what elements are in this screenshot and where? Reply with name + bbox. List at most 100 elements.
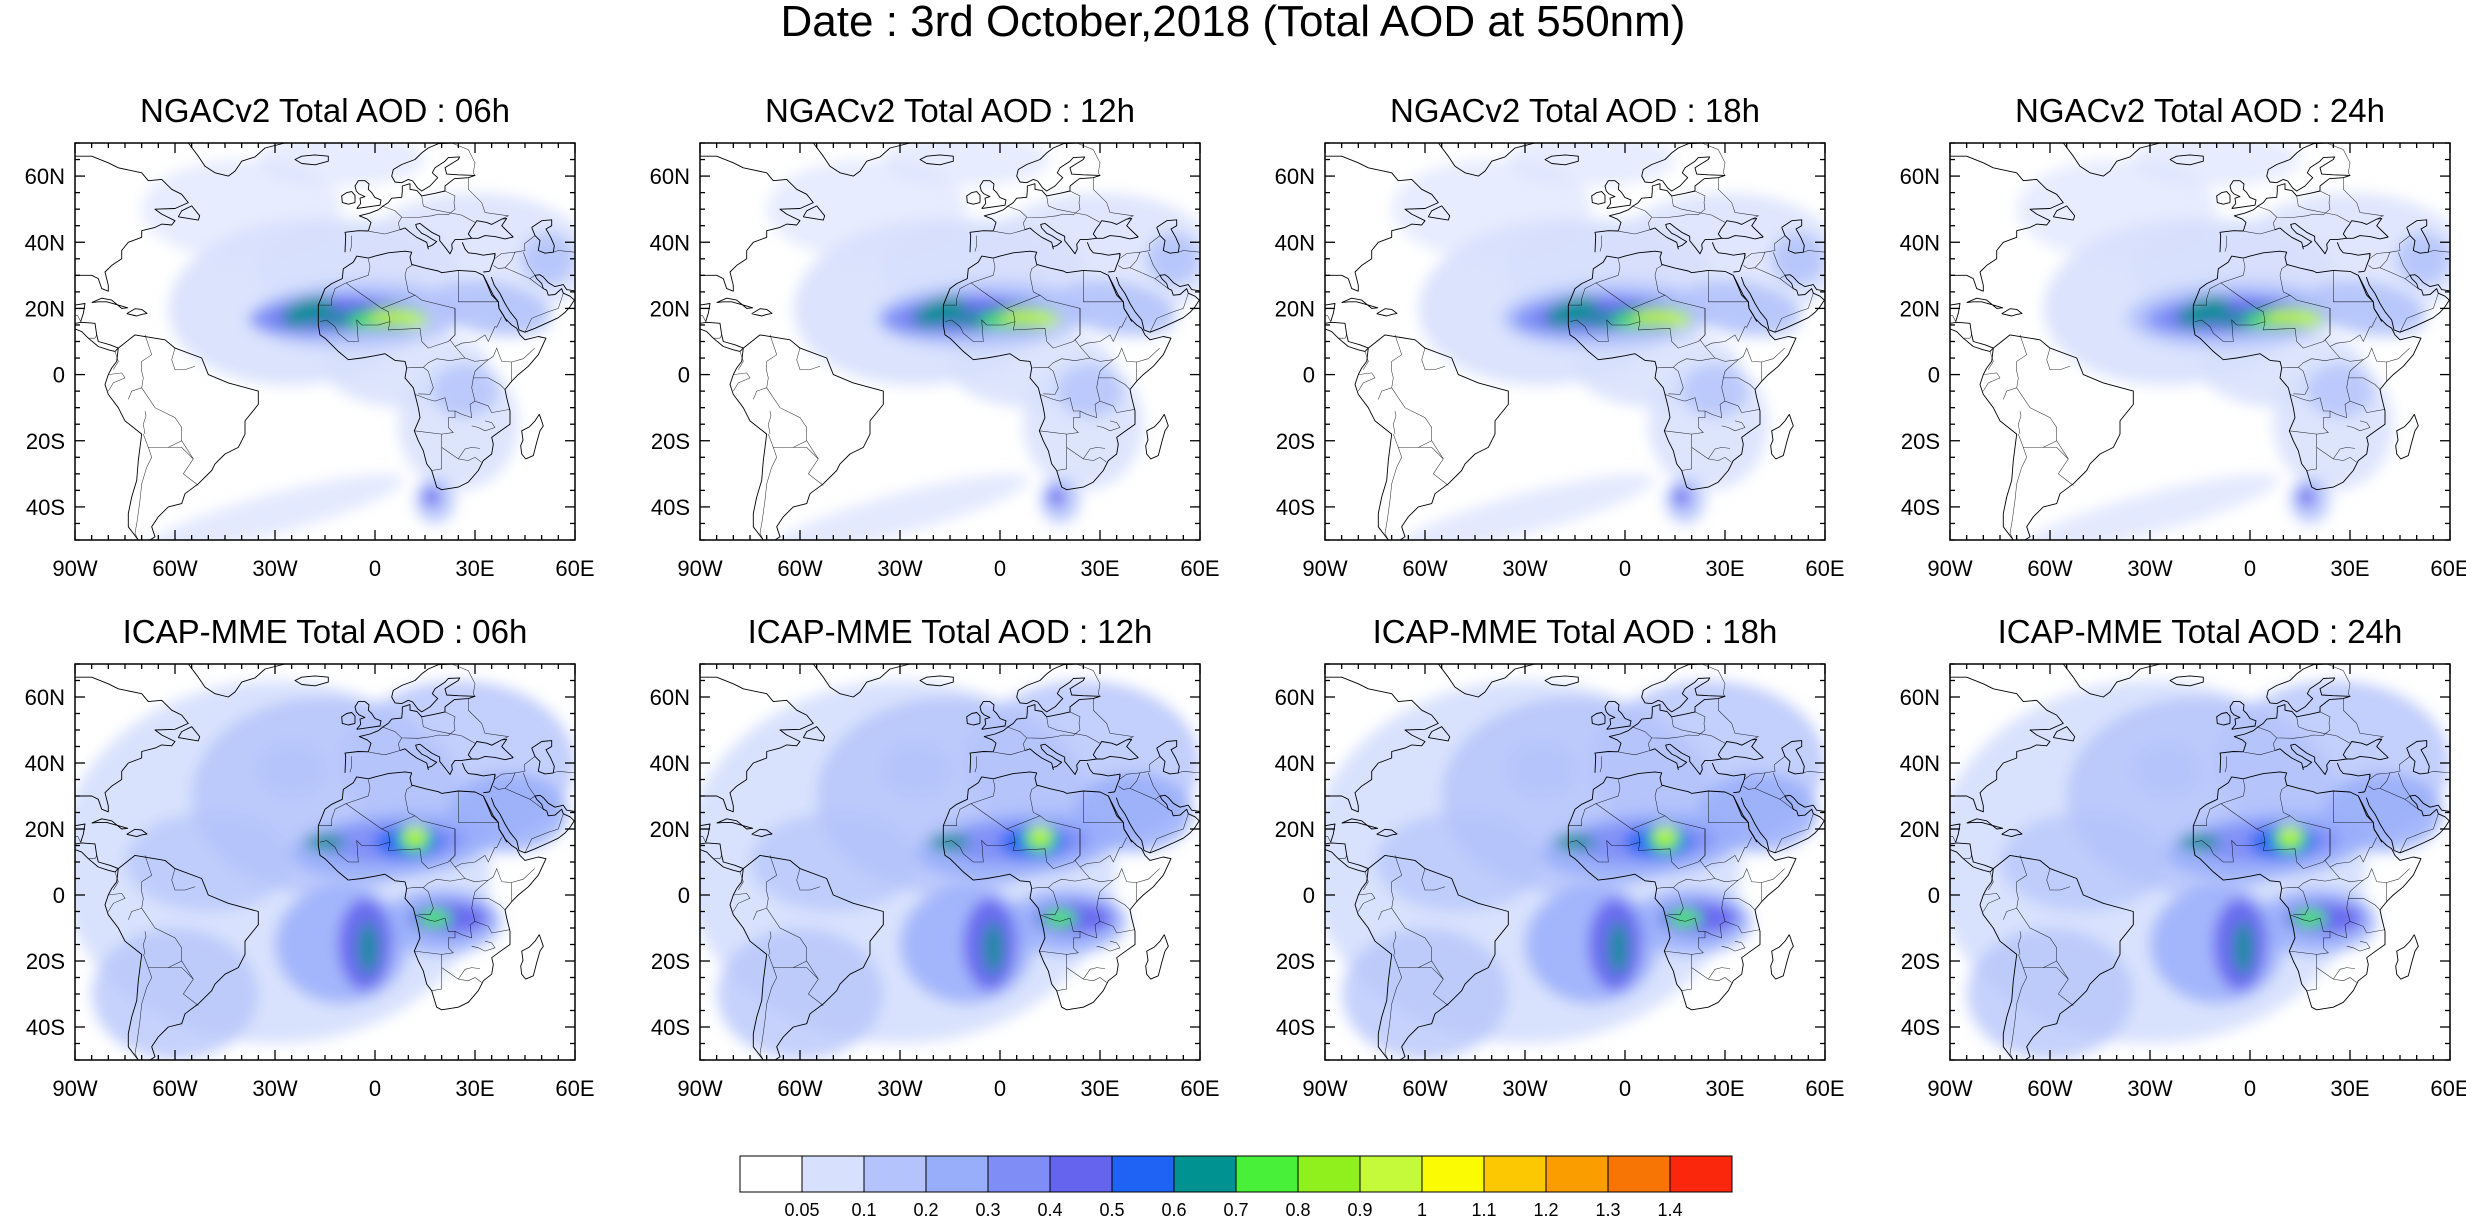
country-border	[1568, 803, 1641, 863]
aod-region	[405, 825, 425, 846]
aod-region	[1043, 909, 1077, 927]
coastline-redsea_w	[2357, 275, 2383, 322]
country-border	[1764, 756, 1786, 774]
coastline-redsea_w	[1732, 795, 1758, 843]
aod-region	[2280, 825, 2300, 846]
country-border	[514, 235, 536, 253]
aod-region	[1056, 364, 1124, 418]
country-border	[148, 440, 182, 448]
country-border	[529, 278, 544, 289]
y-tick-label: 20N	[650, 817, 690, 842]
y-tick-label: 0	[53, 883, 65, 908]
coastline-hispaniola	[126, 828, 148, 838]
country-border	[423, 357, 466, 368]
country-border	[1743, 251, 1766, 269]
country-border	[468, 177, 510, 220]
country-border	[1988, 351, 1994, 370]
country-border	[974, 756, 977, 773]
country-border	[1325, 315, 1331, 322]
country-border	[2306, 434, 2317, 471]
country-border	[1654, 795, 1666, 817]
aod-field	[75, 143, 575, 540]
country-border	[2224, 756, 2227, 773]
y-tick-label: 40S	[651, 1015, 690, 1040]
country-border	[1056, 434, 1067, 471]
x-tick-label: 30W	[877, 1076, 922, 1101]
x-tick-label: 60E	[2430, 556, 2466, 581]
y-tick-label: 40N	[1275, 230, 1315, 255]
country-border	[1803, 250, 1825, 253]
colorbar-label: 0.3	[975, 1200, 1000, 1220]
coastline-ireland	[1591, 712, 1606, 726]
aod-field	[700, 664, 1200, 1060]
country-border	[2399, 293, 2439, 333]
country-border	[1048, 878, 1091, 888]
country-border	[2343, 177, 2385, 220]
coastline-blacksea_s	[1721, 755, 1764, 761]
x-tick-label: 0	[2244, 1076, 2256, 1101]
country-border	[1079, 316, 1127, 347]
x-tick-label: 30E	[1705, 556, 1744, 581]
coastline-iceland	[919, 154, 954, 166]
country-border	[943, 282, 1016, 342]
x-tick-label: 60E	[1180, 556, 1219, 581]
country-border	[1618, 750, 1651, 756]
coastline-hispaniola	[751, 828, 773, 838]
coastline-iceland	[294, 154, 329, 166]
x-tick-label: 30W	[1502, 556, 1547, 581]
x-tick-label: 60W	[152, 556, 197, 581]
coastline-blacksea_s	[2346, 755, 2389, 761]
country-border	[738, 871, 744, 891]
country-border	[1568, 282, 1641, 342]
coastline-cuba	[1341, 297, 1379, 309]
colorbar-swatch	[1669, 1155, 1733, 1193]
country-border	[1079, 837, 1127, 868]
country-border	[759, 434, 777, 540]
country-border	[113, 351, 119, 370]
country-border	[759, 954, 777, 1060]
colorbar-swatch	[1607, 1155, 1671, 1193]
country-border	[1139, 756, 1161, 774]
coastline-greenland	[2062, 664, 2161, 698]
country-border	[1681, 434, 1692, 471]
country-border	[414, 914, 456, 955]
country-border	[2193, 803, 2266, 863]
country-border	[1648, 737, 1652, 751]
y-tick-label: 40N	[1275, 751, 1315, 776]
country-border	[1338, 334, 1347, 339]
country-border	[1708, 456, 1732, 463]
country-border	[1098, 377, 1131, 390]
country-border	[2009, 954, 2027, 1060]
aod-region	[1999, 812, 2167, 912]
country-border	[1774, 293, 1814, 333]
colorbar-label: 1.4	[1657, 1200, 1682, 1220]
aod-region	[141, 159, 342, 259]
country-border	[141, 387, 199, 486]
country-border	[1099, 921, 1136, 934]
country-border	[431, 434, 442, 471]
coastline-blacksea_s	[471, 235, 514, 240]
country-border	[1983, 372, 2001, 392]
aod-region	[1341, 928, 1509, 1060]
aod-region	[2133, 143, 2300, 187]
country-border	[113, 871, 119, 891]
y-tick-label: 20N	[1275, 296, 1315, 321]
country-border	[108, 372, 126, 392]
country-border	[1631, 294, 1706, 349]
aod-region	[2307, 280, 2426, 337]
y-tick-label: 60N	[650, 685, 690, 710]
country-border	[381, 815, 456, 869]
colorbar-swatch	[1297, 1155, 1361, 1193]
country-border	[2333, 791, 2373, 823]
x-tick-label: 30E	[2330, 1076, 2369, 1101]
coastline-ireland	[341, 712, 356, 726]
country-border	[2329, 359, 2364, 418]
aod-region	[2293, 909, 2327, 927]
country-border	[1595, 258, 1621, 284]
country-border	[1773, 252, 1786, 276]
aod-region	[2297, 313, 2325, 327]
country-border	[441, 447, 481, 460]
country-border	[1139, 235, 1161, 253]
aod-region	[358, 921, 379, 975]
axis-ticks	[1949, 663, 2451, 1061]
